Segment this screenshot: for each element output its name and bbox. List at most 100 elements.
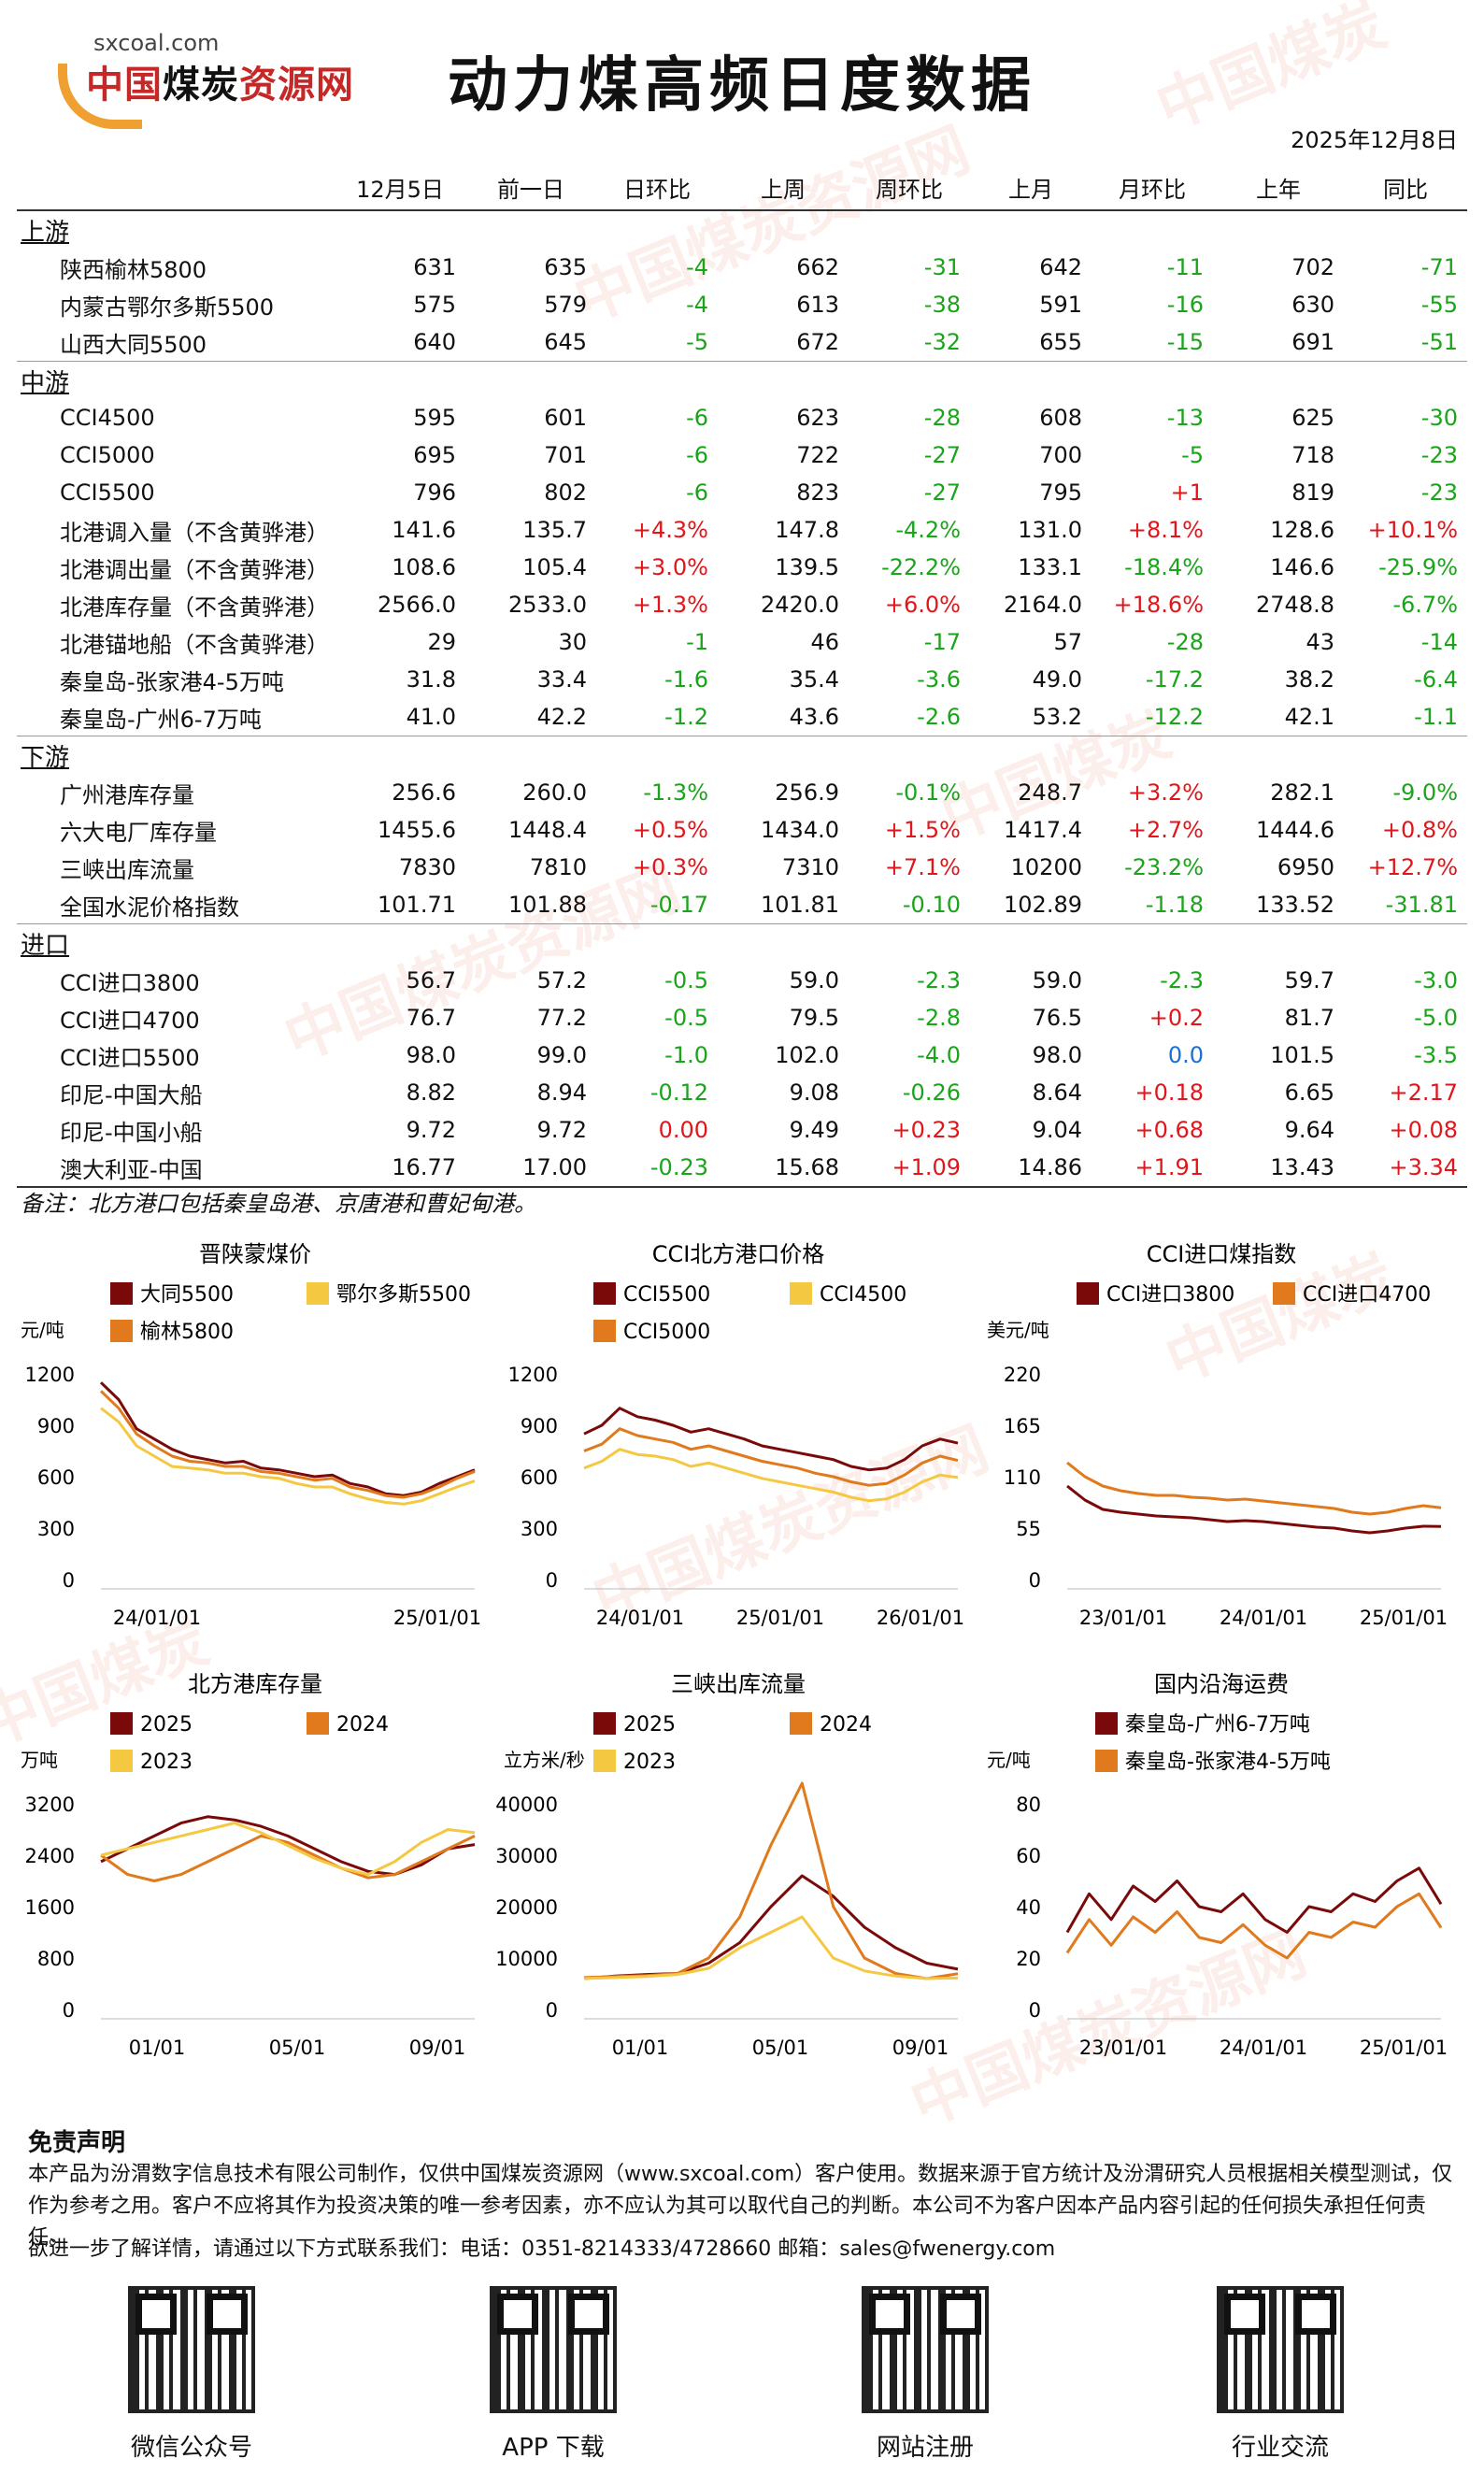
row-label: 秦皇岛-张家港4-5万吨 [60, 668, 284, 695]
column-header: 同比 [1344, 164, 1467, 211]
table-cell: +0.68 [1134, 1117, 1204, 1143]
table-cell: 53.2 [1032, 704, 1082, 730]
table-cell: -28 [923, 405, 961, 431]
qr-community[interactable]: 行业交流 [1206, 2286, 1355, 2463]
table-cell: 256.6 [392, 779, 456, 806]
chart-title: 三峡出库流量 [671, 1671, 806, 1697]
row-label: CCI进口4700 [60, 1007, 200, 1034]
table-row: 广州港库存量 256.6 260.0 -1.3% 256.9 -0.1% 248.7 +3.2… [17, 774, 1467, 811]
table-cell: 35.4 [789, 666, 839, 693]
table-cell: 102.0 [775, 1042, 839, 1068]
table-cell: -0.12 [649, 1079, 708, 1106]
table-cell: 43 [1306, 629, 1334, 655]
table-cell: -2.3 [1160, 967, 1204, 993]
table-cell: 139.5 [775, 554, 839, 580]
legend-swatch [593, 1282, 616, 1305]
table-cell: 101.71 [378, 892, 456, 918]
table-cell: 42.1 [1284, 704, 1334, 730]
table-cell: -31.81 [1385, 892, 1458, 918]
section-row: 下游 [17, 736, 1467, 774]
row-label: 秦皇岛-广州6-7万吨 [60, 706, 262, 733]
table-cell: 141.6 [392, 517, 456, 543]
series-line [1065, 1866, 1443, 1934]
table-cell: 76.5 [1032, 1005, 1082, 1031]
series-line [1066, 1484, 1442, 1535]
row-label: CCI进口5500 [60, 1044, 200, 1071]
series-line [583, 1874, 959, 1980]
table-cell: 256.9 [775, 779, 839, 806]
table-cell: -28 [1166, 629, 1204, 655]
chart-title: CCI北方港口价格 [652, 1241, 825, 1267]
y-tick-label: 30000 [495, 1845, 558, 1867]
table-cell: 49.0 [1032, 666, 1082, 693]
table-cell: +18.6% [1113, 592, 1204, 618]
table-cell: 2533.0 [508, 592, 587, 618]
table-cell: 2164.0 [1004, 592, 1082, 618]
x-tick-label: 25/01/01 [736, 1607, 824, 1629]
y-tick-label: 110 [1004, 1466, 1041, 1489]
legend-label: 秦皇岛-张家港4-5万吨 [1125, 1751, 1331, 1774]
y-tick-label: 3200 [25, 1794, 75, 1816]
table-cell: 631 [413, 254, 456, 280]
table-cell: 57.2 [536, 967, 587, 993]
series-line [99, 1381, 476, 1497]
table-cell: -27 [923, 479, 961, 506]
row-label: 北港调出量（不含黄骅港） [60, 556, 329, 583]
chart-jinshanmeng-price: 晋陕蒙煤价 元/吨 大同5500 鄂尔多斯5500 榆林5800 1200 900 600 30… [17, 1234, 493, 1645]
series-line [100, 1822, 476, 1877]
table-cell: 15.68 [718, 1149, 849, 1188]
table-cell: 8.82 [406, 1079, 456, 1106]
table-cell: 8.94 [536, 1079, 587, 1106]
table-cell: +10.1% [1367, 517, 1458, 543]
y-tick-label: 55 [1016, 1518, 1041, 1540]
legend-swatch [110, 1750, 133, 1772]
table-cell: 108.6 [392, 554, 456, 580]
legend-swatch [307, 1282, 329, 1305]
qr-app[interactable]: APP 下载 [478, 2286, 628, 2463]
logo-swoosh [58, 64, 142, 129]
legend-label: CCI5000 [623, 1321, 710, 1344]
table-cell: 672 [796, 329, 839, 355]
table-cell: -30 [1420, 405, 1458, 431]
table-cell: 101.88 [508, 892, 587, 918]
table-cell: 99.0 [536, 1042, 587, 1068]
row-label: CCI4500 [60, 405, 155, 431]
table-cell: -12.2 [1145, 704, 1204, 730]
table-cell: 662 [796, 254, 839, 280]
x-tick-label: 01/01 [612, 2037, 669, 2059]
table-cell: -9.0% [1392, 779, 1458, 806]
table-cell: 7810 [529, 854, 587, 880]
table-cell: 9.64 [1284, 1117, 1334, 1143]
column-header [17, 164, 335, 211]
table-cell: 625 [1291, 405, 1334, 431]
table-cell: +1.5% [884, 817, 961, 843]
legend-label: 鄂尔多斯5500 [336, 1283, 471, 1307]
table-cell: 30 [558, 629, 587, 655]
table-cell: +6.0% [884, 592, 961, 618]
legend-swatch [593, 1320, 616, 1342]
table-cell: 9.72 [406, 1117, 456, 1143]
table-cell: 630 [1291, 292, 1334, 318]
table-cell: -3.0 [1414, 967, 1458, 993]
x-tick-label: 01/01 [129, 2037, 186, 2059]
qr-wechat[interactable]: 微信公众号 [117, 2286, 266, 2463]
table-cell: 146.6 [1270, 554, 1334, 580]
table-cell: 623 [796, 405, 839, 431]
y-axis-label: 元/吨 [987, 1749, 1031, 1771]
table-cell: -3.6 [917, 666, 961, 693]
table-row: CCI5500 796 802 -6 823 -27 795 +1 819 -23 [17, 474, 1467, 511]
x-tick-label: 23/01/01 [1079, 1607, 1167, 1629]
section-title: 中游 [17, 361, 1467, 399]
column-header: 日环比 [596, 164, 718, 211]
table-cell: 133.52 [1256, 892, 1334, 918]
table-cell: -4 [686, 292, 708, 318]
table-cell: 133.1 [1018, 554, 1082, 580]
table-cell: 9.72 [536, 1117, 587, 1143]
table-cell: 1434.0 [761, 817, 839, 843]
table-cell: 601 [544, 405, 587, 431]
qr-label: APP 下载 [502, 2434, 605, 2462]
y-tick-label: 0 [1029, 1569, 1041, 1592]
table-row: 内蒙古鄂尔多斯5500 575 579 -4 613 -38 591 -16 630 -55 [17, 286, 1467, 323]
table-cell: 101.81 [761, 892, 839, 918]
qr-website[interactable]: 网站注册 [850, 2286, 1000, 2463]
